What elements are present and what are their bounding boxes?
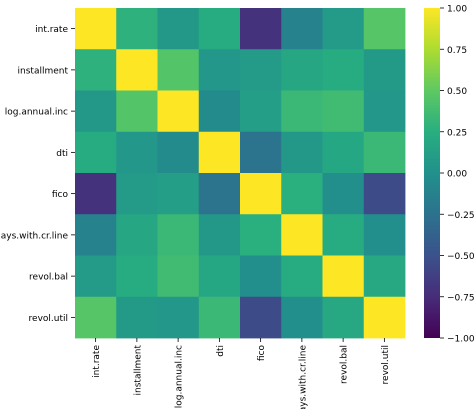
column-label: log.annual.inc <box>175 345 185 408</box>
heatmap-cell <box>198 49 241 91</box>
heatmap-cell <box>240 131 282 174</box>
column-label: fico <box>257 345 267 362</box>
colorbar-tick-label: −0.25 <box>447 211 474 221</box>
column-label: revol.util <box>381 345 391 384</box>
heatmap-cell <box>240 255 282 298</box>
colorbar: 1.00 0.75 0.50 0.25 0.00 −0.25 −0.50 −0.75 −1.00 <box>424 5 474 345</box>
row-label: fico <box>52 190 69 200</box>
heatmap-cell <box>157 8 200 50</box>
heatmap-cell <box>157 296 200 339</box>
heatmap-cell <box>157 173 200 215</box>
colorbar-tick-label: −0.50 <box>447 252 474 262</box>
heatmap-cell <box>240 49 282 91</box>
heatmap-cells <box>75 8 406 339</box>
heatmap-cell <box>157 90 200 133</box>
heatmap-cell <box>281 49 323 91</box>
colorbar-tick-label: 0.50 <box>447 87 467 97</box>
heatmap-cell <box>157 214 200 256</box>
colorbar-tick-label: 0.25 <box>447 128 467 138</box>
heatmap-cell <box>240 8 282 50</box>
row-label: revol.bal <box>29 273 68 283</box>
heatmap-cell <box>75 255 117 298</box>
heatmap-cell <box>157 49 200 91</box>
row-label: installment <box>18 66 69 76</box>
heatmap-cell <box>363 214 406 256</box>
heatmap-cell <box>363 8 406 50</box>
heatmap-cell <box>116 8 158 50</box>
heatmap-cell <box>116 131 158 174</box>
column-labels: int.rate installment log.annual.inc dti fico… <box>92 338 391 409</box>
heatmap-cell <box>116 173 158 215</box>
heatmap-cell <box>363 296 406 339</box>
row-label: days.with.cr.line <box>0 231 68 241</box>
colorbar-gradient <box>424 8 440 338</box>
column-label: days.with.cr.line <box>298 345 308 409</box>
row-labels: int.rate installment log.annual.inc dti fico… <box>0 25 75 324</box>
heatmap-cell <box>281 90 323 133</box>
heatmap-cell <box>363 131 406 174</box>
heatmap-cell <box>240 214 282 256</box>
colorbar-tick-label: 0.00 <box>447 170 467 180</box>
heatmap-cell <box>116 90 158 133</box>
heatmap-cell <box>322 131 365 174</box>
colorbar-tick-label: 0.75 <box>447 46 467 56</box>
heatmap-cell <box>322 296 365 339</box>
heatmap-cell <box>322 8 365 50</box>
colorbar-tick-label: −1.00 <box>447 335 474 345</box>
column-label: dti <box>216 345 226 357</box>
heatmap-cell <box>363 90 406 133</box>
heatmap-cell <box>198 173 241 215</box>
heatmap-cell <box>116 296 158 339</box>
row-label: log.annual.inc <box>5 108 68 118</box>
heatmap-cell <box>322 214 365 256</box>
heatmap-cell <box>157 131 200 174</box>
heatmap-cell <box>322 90 365 133</box>
heatmap-cell <box>198 255 241 298</box>
column-label: int.rate <box>92 345 102 378</box>
heatmap-cell <box>281 173 323 215</box>
colorbar-tick-label: −0.75 <box>447 293 474 303</box>
heatmap-cell <box>198 90 241 133</box>
heatmap-cell <box>363 173 406 215</box>
heatmap-cell <box>281 296 323 339</box>
heatmap-cell <box>116 214 158 256</box>
heatmap-cell <box>240 90 282 133</box>
heatmap-cell <box>116 255 158 298</box>
colorbar-tick-label: 1.00 <box>447 5 467 15</box>
row-label: int.rate <box>35 25 68 35</box>
heatmap-cell <box>198 8 241 50</box>
row-label: dti <box>56 149 68 159</box>
heatmap-cell <box>75 173 117 215</box>
heatmap-cell <box>322 49 365 91</box>
heatmap-cell <box>75 49 117 91</box>
heatmap-cell <box>198 214 241 256</box>
heatmap-cell <box>363 49 406 91</box>
heatmap-cell <box>281 214 323 256</box>
heatmap-cell <box>75 8 117 50</box>
heatmap-cell <box>75 90 117 133</box>
heatmap-cell <box>75 296 117 339</box>
heatmap-cell <box>363 255 406 298</box>
heatmap-cell <box>198 131 241 174</box>
heatmap-cell <box>322 173 365 215</box>
heatmap-cell <box>240 173 282 215</box>
heatmap-cell <box>281 131 323 174</box>
row-label: revol.util <box>29 314 68 324</box>
heatmap-cell <box>157 255 200 298</box>
heatmap-cell <box>116 49 158 91</box>
heatmap-cell <box>75 214 117 256</box>
heatmap-cell <box>281 255 323 298</box>
column-label: installment <box>133 345 143 396</box>
heatmap-cell <box>322 255 365 298</box>
heatmap-cell <box>281 8 323 50</box>
heatmap-cell <box>240 296 282 339</box>
heatmap-cell <box>198 296 241 339</box>
heatmap-cell <box>75 131 117 174</box>
column-label: revol.bal <box>340 345 350 384</box>
